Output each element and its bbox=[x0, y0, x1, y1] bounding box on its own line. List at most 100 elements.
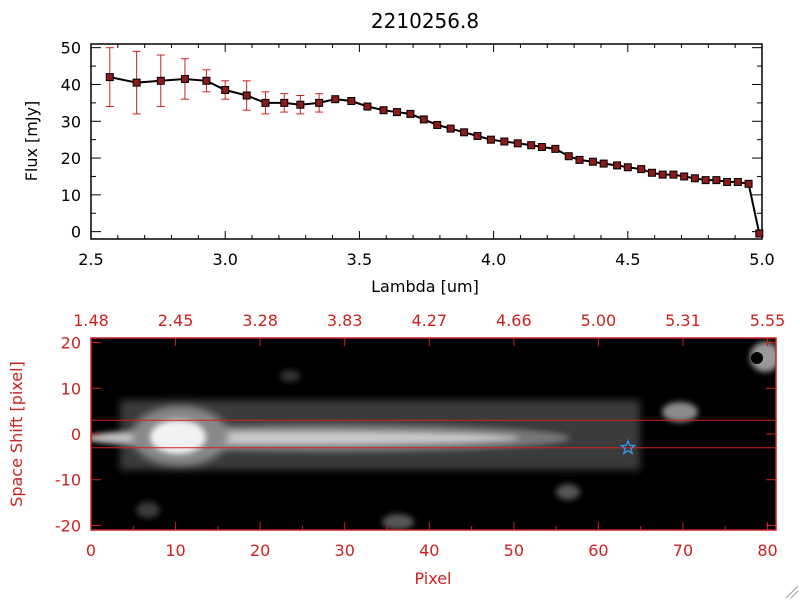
spectrum-data-point bbox=[690, 174, 699, 183]
spectrum-image-panel: 0 10 20 30 40 50 60 70 80 1.48 2.45 3.28 3.83 4.27 4.… bbox=[7, 311, 785, 588]
spectrum-data-point bbox=[180, 74, 189, 83]
image-top-tick-label: 5.31 bbox=[665, 311, 701, 330]
spectrum-y-tick-label: 20 bbox=[61, 149, 81, 168]
spectrum-x-tick-label: 2.5 bbox=[78, 250, 103, 269]
spectrum-x-tick-label: 3.0 bbox=[212, 250, 237, 269]
image-y-ticks: -20 -10 0 10 20 bbox=[55, 334, 776, 535]
source-blob-right bbox=[662, 402, 698, 422]
spectrum-data-point bbox=[669, 170, 678, 179]
spectrum-data-point bbox=[613, 161, 622, 170]
spectrum-data-point bbox=[551, 144, 560, 153]
spectrum-data-point bbox=[419, 115, 428, 124]
image-top-tick-label: 4.27 bbox=[411, 311, 447, 330]
spectrum-data-point bbox=[331, 95, 340, 104]
image-x-tick-label: 30 bbox=[335, 541, 355, 560]
spectrum-data-point bbox=[460, 128, 469, 137]
spectrum-data-point bbox=[564, 152, 573, 161]
spectrum-markers bbox=[105, 73, 764, 238]
source-blob-bottom bbox=[556, 484, 580, 500]
corner-ring-outer bbox=[750, 342, 776, 372]
image-top-tick-label: 1.48 bbox=[73, 311, 109, 330]
spectrum-y-tick-label: 50 bbox=[61, 39, 81, 58]
image-top-tick-label: 3.83 bbox=[327, 311, 363, 330]
spectrum-data-point bbox=[406, 109, 415, 118]
spectrum-series-line bbox=[109, 76, 761, 234]
spectrum-data-point bbox=[575, 155, 584, 164]
spectrum-data-point bbox=[755, 229, 764, 238]
spectrum-data-point bbox=[527, 141, 536, 150]
image-top-tick-label: 5.00 bbox=[581, 311, 617, 330]
spectrum-x-tick-label: 5.0 bbox=[749, 250, 774, 269]
spectrum-y-label: Flux [mJy] bbox=[22, 101, 41, 182]
spectrum-data-point bbox=[744, 179, 753, 188]
image-x-tick-label: 0 bbox=[86, 541, 96, 560]
spectrum-data-point bbox=[242, 91, 251, 100]
image-y-label: Space Shift [pixel] bbox=[7, 361, 26, 507]
spectrum-x-tick-label: 4.0 bbox=[481, 250, 506, 269]
spectrum-data-point bbox=[500, 137, 509, 146]
spectrum-data-point bbox=[637, 165, 646, 174]
image-top-tick-label: 2.45 bbox=[158, 311, 194, 330]
spectrum-data-point bbox=[658, 170, 667, 179]
spectrum-data-point bbox=[647, 168, 656, 177]
image-x-tick-label: 60 bbox=[588, 541, 608, 560]
spectrum-y-tick-label: 40 bbox=[61, 75, 81, 94]
spectrum-data-point bbox=[221, 85, 230, 94]
spectrum-data-point bbox=[105, 73, 114, 82]
image-x-tick-label: 20 bbox=[250, 541, 270, 560]
spectrum-data-point bbox=[446, 124, 455, 133]
image-top-tick-label: 3.28 bbox=[242, 311, 278, 330]
spectrum-data-point bbox=[280, 98, 289, 107]
star-marker-icon bbox=[619, 438, 637, 455]
spectrum-data-point bbox=[712, 176, 721, 185]
spectrum-y-tick-label: 10 bbox=[61, 186, 81, 205]
source-blob-faint-2 bbox=[280, 370, 300, 382]
spectrum-data-point bbox=[261, 98, 270, 107]
spectrum-data-point bbox=[296, 100, 305, 109]
source-blob-bottom-left bbox=[382, 514, 414, 530]
image-y-tick-label: -20 bbox=[55, 516, 81, 535]
spectrum-x-tick-label: 3.5 bbox=[347, 250, 372, 269]
image-y-tick-label: 0 bbox=[71, 425, 81, 444]
spectrum-data-point bbox=[315, 98, 324, 107]
spectrum-data-point bbox=[723, 177, 732, 186]
image-x-tick-label: 50 bbox=[504, 541, 524, 560]
image-x-tick-label: 70 bbox=[673, 541, 693, 560]
spectrum-data-point bbox=[363, 102, 372, 111]
image-y-tick-label: 20 bbox=[61, 334, 81, 353]
image-top-tick-label: 4.66 bbox=[496, 311, 532, 330]
spectrum-x-tick-label: 4.5 bbox=[615, 250, 640, 269]
spectrum-y-tick-label: 30 bbox=[61, 112, 81, 131]
spectrum-x-ticks: 2.5 3.0 3.5 4.0 4.5 5.0 bbox=[78, 44, 775, 269]
spectrum-data-point bbox=[588, 157, 597, 166]
image-x-tick-label: 40 bbox=[419, 541, 439, 560]
spectrum-data-point bbox=[156, 76, 165, 85]
image-x-tick-label: 10 bbox=[165, 541, 185, 560]
spectrum-data-point bbox=[486, 135, 495, 144]
image-top-tick-label: 5.55 bbox=[750, 311, 786, 330]
spectrum-data-point bbox=[680, 172, 689, 181]
spectrum-chart: 2210256.8 2.5 3.0 3.5 4.0 4.5 5.0 0 10 20 30 40 50… bbox=[22, 9, 775, 296]
image-top-ticks: 1.48 2.45 3.28 3.83 4.27 4.66 5.00 5.31 5.55 bbox=[73, 311, 785, 346]
spectrum-y-ticks: 0 10 20 30 40 50 bbox=[61, 39, 762, 242]
source-blob-faint bbox=[136, 502, 160, 518]
image-x-label: Pixel bbox=[414, 569, 451, 588]
image-y-tick-label: 10 bbox=[61, 379, 81, 398]
image-y-tick-label: -10 bbox=[55, 471, 81, 490]
spectrum-plot-frame bbox=[90, 43, 763, 240]
spectrum-data-point bbox=[347, 97, 356, 106]
spectrum-y-tick-label: 0 bbox=[71, 223, 81, 242]
resize-grip-icon[interactable] bbox=[785, 585, 799, 599]
image-content bbox=[91, 342, 776, 530]
spectrum-data-point bbox=[433, 120, 442, 129]
image-x-ticks: 0 10 20 30 40 50 60 70 80 bbox=[86, 522, 778, 560]
corner-ring-inner bbox=[751, 352, 763, 364]
spectrum-data-point bbox=[733, 177, 742, 186]
spectrum-data-point bbox=[513, 139, 522, 148]
spectrum-data-point bbox=[701, 176, 710, 185]
spectrum-data-point bbox=[392, 108, 401, 117]
spectrum-data-point bbox=[537, 143, 546, 152]
spectrum-data-point bbox=[623, 163, 632, 172]
